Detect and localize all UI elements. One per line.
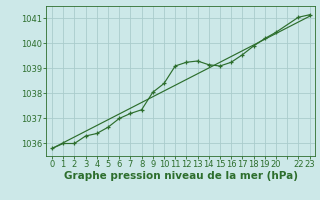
X-axis label: Graphe pression niveau de la mer (hPa): Graphe pression niveau de la mer (hPa) <box>64 171 298 181</box>
